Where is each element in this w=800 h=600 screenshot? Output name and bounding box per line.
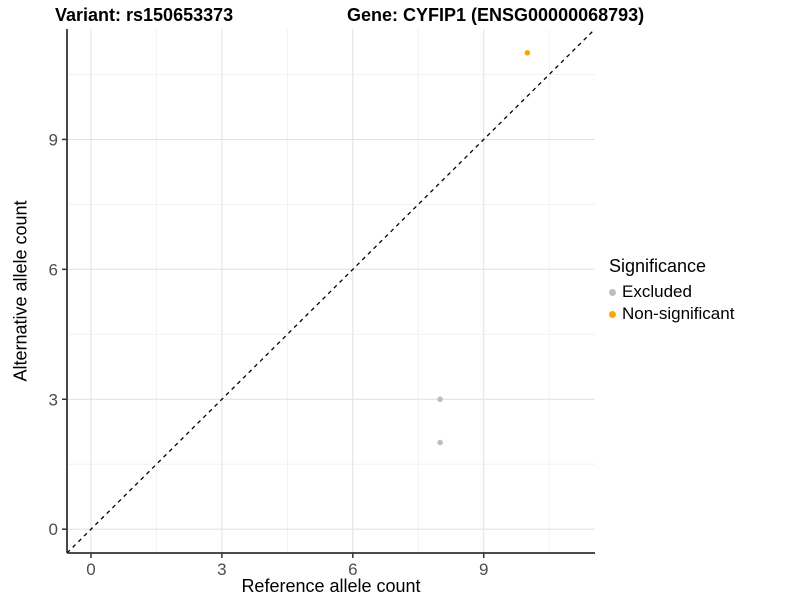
legend-item-excluded: Excluded <box>609 281 734 303</box>
y-axis-title: Alternative allele count <box>10 200 31 382</box>
y-tick-label: 9 <box>49 130 58 149</box>
legend: Significance Excluded Non-significant <box>609 256 734 325</box>
variant-title: Variant: rs150653373 <box>55 5 234 25</box>
data-point-excluded <box>437 439 443 446</box>
legend-title: Significance <box>609 256 707 276</box>
y-tick-label: 0 <box>49 520 58 539</box>
legend-key-dot-icon <box>609 310 616 318</box>
x-axis-title: Reference allele count <box>241 576 421 596</box>
x-tick-label: 9 <box>479 560 488 579</box>
x-tick-label: 3 <box>217 560 226 579</box>
legend-items: Excluded Non-significant <box>609 281 734 325</box>
legend-label: Non-significant <box>622 304 735 323</box>
legend-label: Excluded <box>622 282 692 301</box>
x-tick-label: 6 <box>348 560 357 579</box>
data-point-excluded <box>437 396 443 403</box>
y-tick-label: 3 <box>49 390 58 409</box>
gene-title: Gene: CYFIP1 (ENSG00000068793) <box>347 5 645 25</box>
x-tick-label: 0 <box>86 560 95 579</box>
legend-key-dot-icon <box>609 288 616 296</box>
legend-item-non-significant: Non-significant <box>609 303 734 325</box>
y-tick-label: 6 <box>49 260 58 279</box>
data-point-non-significant <box>524 50 531 56</box>
identity-dashed-line <box>66 28 596 554</box>
